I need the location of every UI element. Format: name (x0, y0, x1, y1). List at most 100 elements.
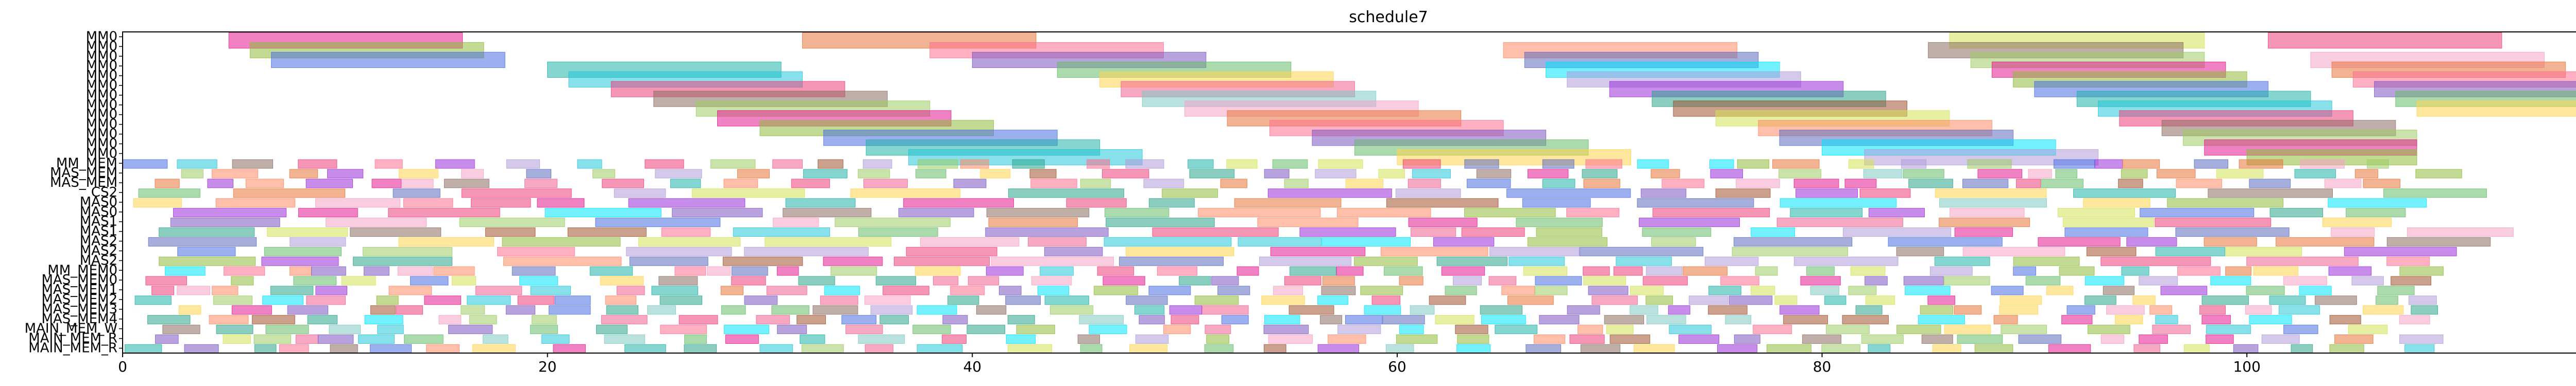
gantt-bar (2399, 266, 2444, 276)
gantt-bar (1364, 305, 1401, 315)
chart-title: schedule7 (1349, 8, 1428, 26)
gantt-bar (706, 266, 731, 276)
gantt-bar (1077, 334, 1100, 344)
gantt-bar (604, 334, 646, 344)
gantt-bar (364, 315, 403, 325)
gantt-bar (893, 256, 990, 266)
gantt-bar (600, 276, 644, 286)
gantt-bar (267, 227, 348, 237)
gantt-bar (831, 266, 877, 276)
gantt-bar (933, 276, 959, 286)
gantt-bar (1481, 315, 1526, 325)
gantt-bar (863, 179, 908, 188)
gantt-bar (2103, 286, 2134, 295)
gantt-bar (920, 237, 1020, 247)
gantt-bar (1993, 315, 2018, 325)
gantt-bar (404, 334, 444, 344)
gantt-bar (771, 305, 809, 315)
y-tick-label: MM0 (86, 78, 117, 93)
gantt-bar (2100, 334, 2125, 344)
gantt-bar (2167, 198, 2284, 208)
gantt-bar (1435, 315, 1475, 325)
gantt-bar (1089, 325, 1127, 335)
gantt-bar (1957, 334, 2003, 344)
y-tick-label: MAS_MEM0 (41, 272, 117, 288)
gantt-bar (2299, 286, 2332, 295)
gantt-bar (2322, 218, 2392, 227)
gantt-bar (1866, 295, 1895, 305)
gantt-bar (1783, 315, 1828, 325)
gantt-bar (147, 315, 191, 325)
y-tick-label: MAS_MEM (50, 165, 117, 181)
gantt-bar (2155, 218, 2272, 227)
gantt-bar (2253, 266, 2299, 276)
gantt-bar (1737, 159, 1770, 169)
gantt-bar (318, 334, 354, 344)
gantt-bar (1495, 325, 1538, 335)
gantt-bar (2160, 286, 2208, 295)
gantt-bar (1585, 159, 1622, 169)
gantt-bar (589, 266, 633, 276)
gantt-bar (824, 286, 860, 295)
y-tick-label: MM0 (86, 117, 117, 132)
gantt-bar (1028, 237, 1087, 247)
gantt-bar (329, 325, 361, 335)
gantt-bar (1466, 179, 1511, 188)
gantt-bar (133, 198, 182, 208)
gantt-bar (426, 344, 460, 354)
gantt-bar (2083, 198, 2150, 208)
gantt-bar (485, 227, 536, 237)
gantt-bar (1637, 198, 1754, 208)
gantt-bar (353, 256, 453, 266)
gantt-bar (1299, 227, 1396, 237)
gantt-bar (658, 276, 698, 286)
gantt-bar (744, 295, 778, 305)
gantt-bar (398, 237, 494, 247)
x-tick-label: 80 (1813, 358, 1832, 375)
gantt-bar (724, 325, 769, 335)
gantt-bar (444, 179, 489, 188)
gantt-bar (375, 159, 403, 169)
gantt-bar (1863, 169, 1903, 179)
gantt-bar (651, 286, 698, 295)
gantt-bar (452, 276, 477, 286)
gantt-bar (1507, 295, 1554, 305)
gantt-bar (2066, 305, 2095, 315)
gantt-bar (1977, 169, 2023, 179)
gantt-bar (1542, 179, 1575, 188)
gantt-bar (1582, 169, 1618, 179)
gantt-bar (898, 208, 974, 218)
gantt-bar (469, 315, 497, 325)
gantt-bar (1464, 208, 1556, 218)
gantt-bar (1012, 159, 1045, 169)
gantt-bar (783, 208, 872, 218)
gantt-bar (1642, 276, 1688, 286)
gantt-bar (942, 315, 968, 325)
gantt-bar (1476, 169, 1512, 179)
gantt-bar (988, 218, 1078, 227)
y-tick-label: MAS2 (80, 234, 117, 249)
gantt-bar (1710, 169, 1743, 179)
gantt-bar (823, 256, 883, 266)
gantt-bar (942, 334, 967, 344)
gantt-bar (953, 179, 987, 188)
gantt-bar (1461, 227, 1525, 237)
gantt-bar (596, 325, 628, 335)
gantt-bar (1162, 188, 1218, 198)
gantt-bar (548, 305, 591, 315)
gantt-bar (791, 179, 830, 188)
gantt-bar (1321, 237, 1411, 247)
gantt-bar (2261, 334, 2300, 344)
gantt-bar (1606, 325, 1634, 335)
gantt-bar (1528, 169, 1569, 179)
gantt-bar (626, 247, 732, 256)
gantt-bar (1708, 305, 1748, 315)
gantt-bar (2409, 295, 2437, 305)
gantt-bar (776, 266, 799, 276)
gantt-bar (1527, 237, 1608, 247)
gantt-bar (2283, 325, 2318, 335)
gantt-bar (1536, 227, 1602, 237)
gantt-bar (567, 227, 647, 237)
gantt-bar (710, 159, 756, 169)
gantt-bar (438, 315, 462, 325)
